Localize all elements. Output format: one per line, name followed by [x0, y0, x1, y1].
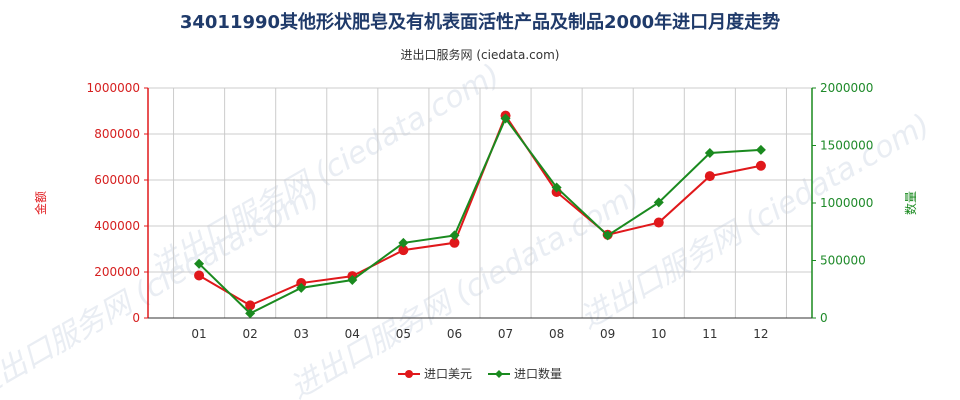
legend-label: 进口数量 — [514, 366, 562, 381]
watermark-text: 进出口服务网 (ciedata.com) — [144, 57, 506, 286]
right-tick-label: 1000000 — [820, 196, 873, 210]
amount-point — [653, 217, 664, 228]
x-tick-label: 01 — [191, 327, 206, 341]
series-layer — [194, 110, 766, 319]
quantity-point — [653, 197, 664, 208]
quantity-point — [551, 182, 562, 193]
left-axis-label: 金额 — [33, 191, 48, 215]
left-tick-label: 400000 — [94, 219, 140, 233]
amount-point — [194, 270, 205, 281]
right-tick-label: 1500000 — [820, 139, 873, 153]
quantity-point — [500, 113, 511, 124]
watermark-layer: 进出口服务网 (ciedata.com)进出口服务网 (ciedata.com)… — [0, 57, 936, 400]
amount-point — [755, 160, 766, 171]
tick-labels: 0 200000 400000 600000 800000 1000000 0 500000 1… — [33, 81, 918, 341]
legend-label: 进口美元 — [424, 367, 472, 381]
legend: 进口美元 进口数量 — [398, 366, 562, 381]
left-tick-label: 800000 — [94, 127, 140, 141]
left-tick-label: 0 — [132, 311, 140, 325]
quantity-point — [449, 230, 460, 241]
quantity-point — [755, 144, 766, 155]
chart-title: 34011990其他形状肥皂及有机表面活性产品及制品2000年进口月度走势 — [179, 12, 781, 33]
quantity-point — [296, 282, 307, 293]
right-axis-label: 数量 — [903, 191, 918, 215]
amount-point — [704, 171, 715, 182]
axes — [144, 87, 816, 319]
x-tick-label: 04 — [345, 327, 360, 341]
left-tick-label: 600000 — [94, 173, 140, 187]
x-tick-label: 11 — [702, 327, 717, 341]
x-tick-label: 12 — [753, 327, 768, 341]
left-tick-label: 200000 — [94, 265, 140, 279]
quantity-point — [347, 275, 358, 286]
quantity-point — [194, 258, 205, 269]
left-tick-label: 1000000 — [87, 81, 140, 95]
quantity-point — [602, 230, 613, 241]
x-tick-label: 09 — [600, 327, 615, 341]
series-line-2 — [198, 116, 761, 315]
quantity-point — [704, 147, 715, 158]
x-tick-label: 08 — [549, 327, 564, 341]
right-tick-label: 0 — [820, 311, 828, 325]
x-tick-label: 10 — [651, 327, 666, 341]
x-tick-label: 03 — [294, 327, 309, 341]
x-tick-label: 06 — [447, 327, 462, 341]
legend-marker — [405, 370, 413, 378]
x-tick-label: 05 — [396, 327, 411, 341]
chart-subtitle: 进出口服务网 (ciedata.com) — [400, 48, 560, 62]
x-tick-label: 07 — [498, 327, 513, 341]
x-tick-label: 02 — [243, 327, 258, 341]
amount-point — [398, 245, 409, 256]
quantity-point — [398, 237, 409, 248]
amount-point — [245, 300, 256, 311]
legend-marker — [495, 370, 503, 378]
quantity-point — [245, 308, 256, 319]
right-tick-label: 2000000 — [820, 81, 873, 95]
right-tick-label: 500000 — [820, 254, 866, 268]
amount-point — [449, 237, 460, 248]
